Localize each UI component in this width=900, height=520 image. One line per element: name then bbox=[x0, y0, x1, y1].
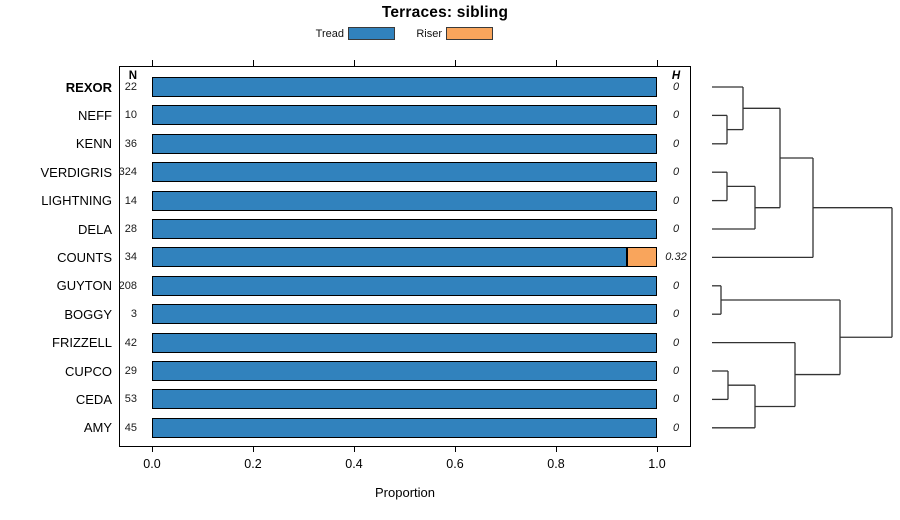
bar-tread-frizzell bbox=[152, 332, 657, 353]
x-tick-bottom bbox=[455, 446, 456, 452]
x-tick-label: 0.0 bbox=[143, 457, 161, 471]
x-tick-top bbox=[253, 60, 254, 66]
n-value: 3 bbox=[130, 308, 137, 321]
h-value: 0.32 bbox=[665, 251, 687, 264]
bar-tread-rexor bbox=[152, 77, 657, 97]
h-value: 0 bbox=[672, 365, 680, 377]
row-label-cupco: CUPCO bbox=[65, 363, 112, 379]
x-tick-bottom bbox=[657, 446, 658, 452]
x-tick-top bbox=[354, 60, 355, 66]
bar-tread-amy bbox=[152, 417, 657, 438]
h-value: 0 bbox=[672, 194, 680, 207]
x-tick-label: 0.8 bbox=[547, 457, 565, 471]
x-tick-label: 0.4 bbox=[345, 457, 363, 471]
x-tick-label: 0.6 bbox=[446, 457, 464, 471]
row-label-guyton: GUYTON bbox=[56, 278, 112, 294]
n-value: 53 bbox=[124, 393, 137, 406]
bar-riser-counts bbox=[627, 247, 657, 268]
n-value: 10 bbox=[124, 109, 137, 122]
n-value: 28 bbox=[124, 223, 137, 235]
n-value: 14 bbox=[124, 194, 137, 207]
bar-tread-lightning bbox=[152, 190, 657, 211]
x-tick-bottom bbox=[253, 446, 254, 452]
x-tick-label: 1.0 bbox=[648, 457, 666, 471]
x-tick-label: 0.2 bbox=[244, 457, 262, 471]
bar-tread-verdigris bbox=[152, 162, 657, 183]
h-value: 0 bbox=[672, 279, 680, 292]
row-label-verdigris: VERDIGRIS bbox=[40, 164, 112, 180]
bar-tread-dela bbox=[152, 219, 657, 239]
row-label-ceda: CEDA bbox=[75, 391, 112, 407]
n-column-header: N bbox=[128, 70, 137, 82]
row-label-amy: AMY bbox=[83, 420, 112, 436]
x-tick-top bbox=[152, 60, 153, 66]
bar-tread-neff bbox=[152, 105, 657, 126]
row-label-frizzell: FRIZZELL bbox=[52, 335, 112, 351]
x-axis-label: Proportion bbox=[375, 485, 435, 500]
chart-title: Terraces: sibling bbox=[381, 4, 509, 21]
x-tick-top bbox=[657, 60, 658, 66]
row-label-neff: NEFF bbox=[78, 107, 112, 123]
n-value: 29 bbox=[124, 365, 137, 377]
row-label-lightning: LIGHTNING bbox=[41, 193, 112, 209]
bar-tread-kenn bbox=[152, 133, 657, 154]
n-value: 22 bbox=[124, 81, 137, 93]
legend-swatch-tread bbox=[348, 27, 395, 40]
n-value: 34 bbox=[124, 251, 137, 264]
n-value: 36 bbox=[124, 137, 137, 150]
x-tick-bottom bbox=[556, 446, 557, 452]
bar-tread-boggy bbox=[152, 304, 657, 325]
h-value: 0 bbox=[672, 308, 680, 321]
x-tick-top bbox=[556, 60, 557, 66]
h-value: 0 bbox=[672, 336, 680, 349]
bar-tread-guyton bbox=[152, 275, 657, 296]
n-value: 324 bbox=[118, 166, 137, 179]
legend-label-tread: Tread bbox=[315, 28, 344, 40]
bar-tread-cupco bbox=[152, 361, 657, 381]
n-value: 208 bbox=[118, 279, 137, 292]
h-value: 0 bbox=[672, 421, 680, 434]
h-value: 0 bbox=[672, 109, 680, 122]
row-label-dela: DELA bbox=[78, 221, 112, 237]
h-value: 0 bbox=[672, 166, 680, 179]
row-label-counts: COUNTS bbox=[57, 249, 112, 265]
x-tick-top bbox=[455, 60, 456, 66]
h-value: 0 bbox=[672, 137, 680, 150]
legend-label-riser: Riser bbox=[416, 28, 442, 40]
h-value: 0 bbox=[672, 223, 680, 235]
row-label-kenn: KENN bbox=[75, 136, 112, 152]
bar-tread-ceda bbox=[152, 389, 657, 410]
n-value: 42 bbox=[124, 336, 137, 349]
x-tick-bottom bbox=[354, 446, 355, 452]
h-column-header: H bbox=[671, 70, 681, 82]
h-value: 0 bbox=[672, 81, 680, 93]
bar-tread-counts bbox=[152, 247, 627, 268]
n-value: 45 bbox=[124, 421, 137, 434]
row-label-boggy: BOGGY bbox=[64, 306, 112, 322]
legend-swatch-riser bbox=[446, 27, 493, 40]
h-value: 0 bbox=[672, 393, 680, 406]
row-label-rexor: REXOR bbox=[65, 79, 112, 95]
x-tick-bottom bbox=[152, 446, 153, 452]
